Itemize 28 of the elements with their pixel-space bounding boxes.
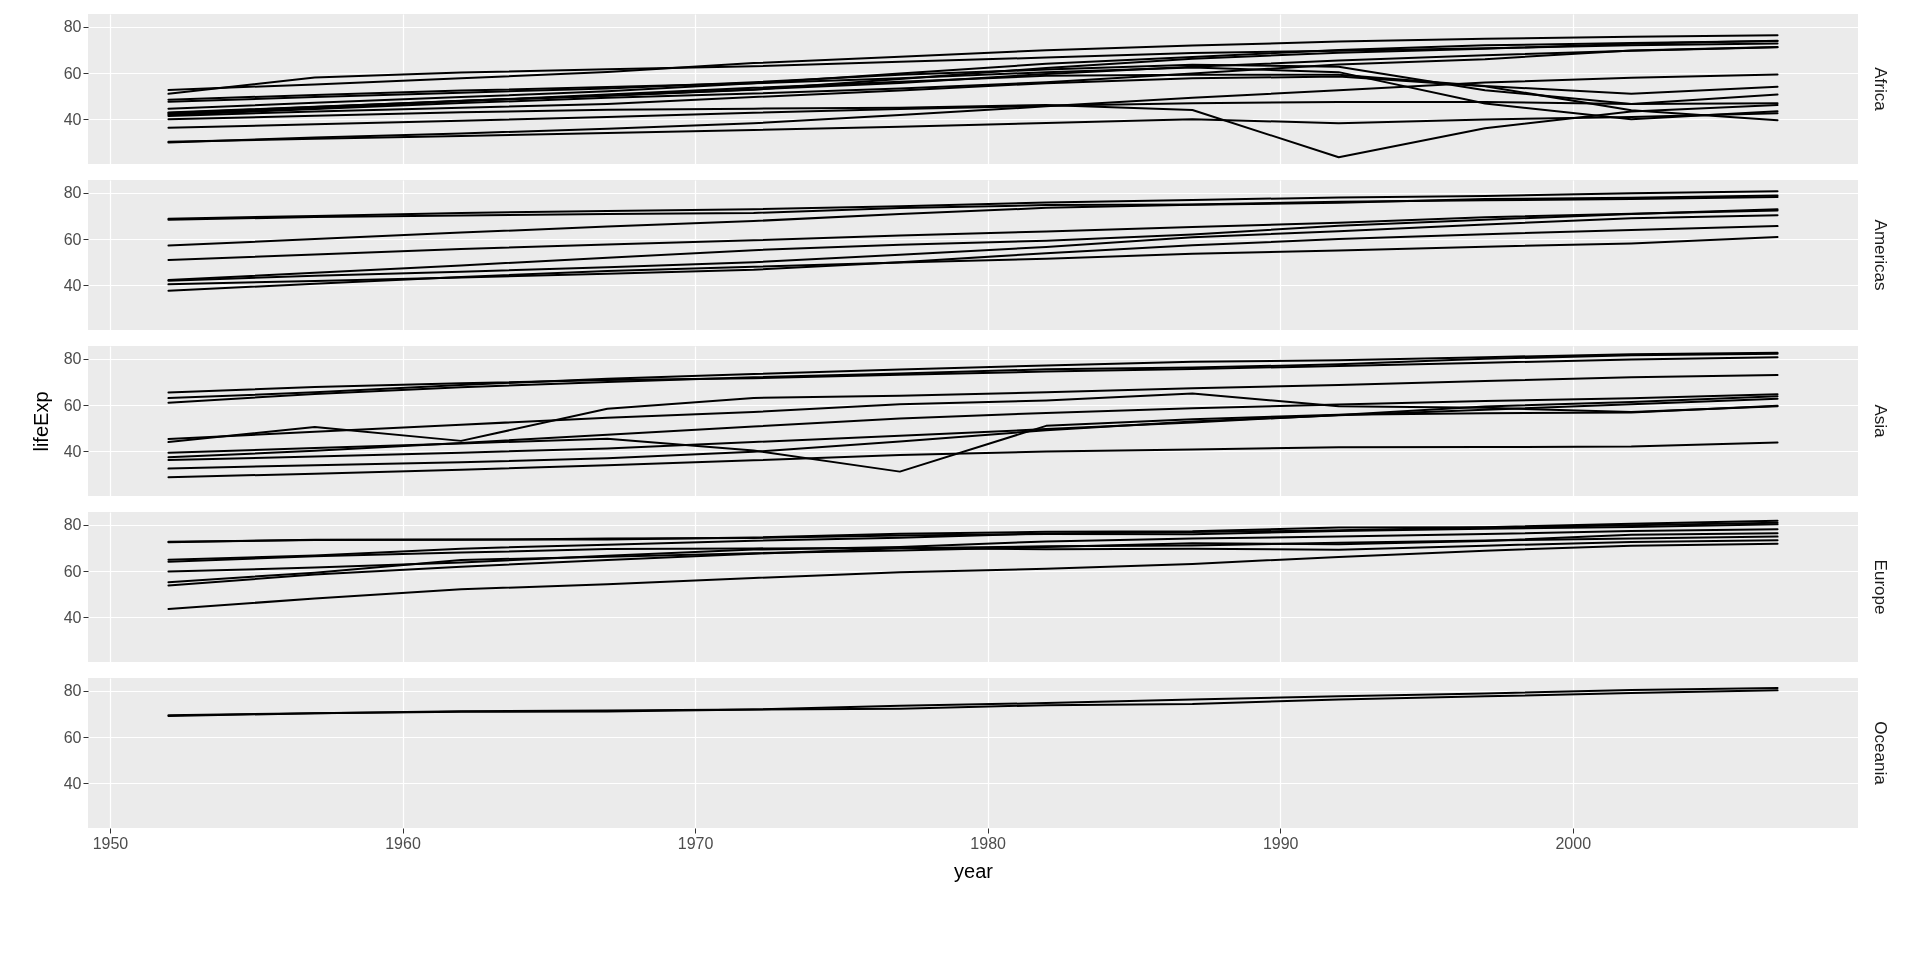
y-tick-label: 80	[63, 682, 82, 700]
x-tick-label: 1990	[1262, 834, 1299, 852]
y-axis-title: lifeExp	[29, 391, 52, 452]
y-tick-label: 60	[63, 230, 82, 248]
y-tick-label: 40	[63, 276, 82, 294]
x-tick-label: 1950	[92, 834, 129, 852]
y-tick-label: 40	[63, 442, 82, 460]
x-axis-title: year	[954, 859, 994, 882]
x-tick-label: 1970	[677, 834, 714, 852]
text: Asia	[1871, 404, 1890, 439]
y-tick-label: 60	[63, 396, 82, 414]
y-tick-label: 80	[63, 184, 82, 202]
y-tick-label: 80	[63, 516, 82, 534]
text: Americas	[1871, 219, 1890, 291]
y-tick-label: 40	[63, 110, 82, 128]
y-tick-label: 60	[63, 64, 82, 82]
y-tick-label: 80	[63, 350, 82, 368]
y-tick-label: 60	[63, 562, 82, 580]
x-tick-label: 1980	[970, 834, 1007, 852]
x-tick-label: 2000	[1555, 834, 1592, 852]
y-tick-label: 80	[63, 18, 82, 36]
text: Africa	[1871, 67, 1890, 112]
x-tick-label: 1960	[385, 834, 421, 852]
y-tick-label: 40	[63, 608, 82, 626]
y-tick-label: 60	[63, 728, 82, 746]
text: Europe	[1871, 559, 1890, 615]
text: Oceania	[1871, 721, 1890, 786]
y-tick-label: 40	[63, 774, 82, 792]
